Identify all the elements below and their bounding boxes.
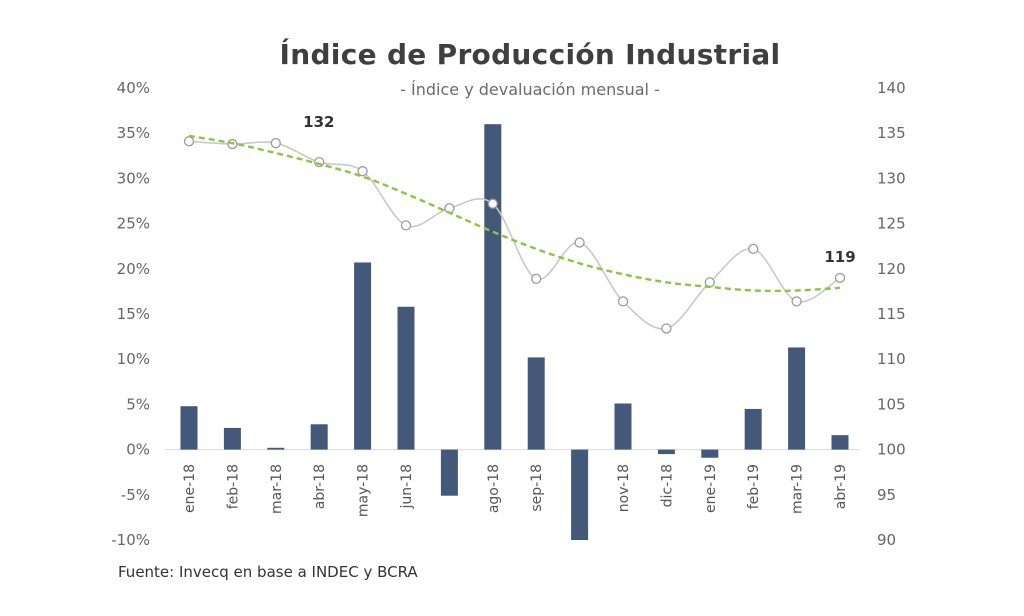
bar-mar-19 <box>788 347 806 450</box>
bar-feb-19 <box>744 408 762 450</box>
index-point-mar-18 <box>270 137 281 149</box>
x-label-abr-19: abr-19 <box>833 464 849 509</box>
bar-ene-19 <box>701 449 719 458</box>
left-tick-label: 20% <box>117 260 150 278</box>
bar-may-18 <box>354 262 372 450</box>
index-point-sep-18 <box>531 273 542 284</box>
index-point-may-18 <box>357 166 368 177</box>
right-tick-label: 140 <box>877 79 906 97</box>
index-point-nov-18 <box>617 296 629 307</box>
x-label-may-18: may-18 <box>356 464 372 517</box>
right-tick-label: 110 <box>877 350 906 368</box>
right-tick-label: 130 <box>877 169 906 187</box>
index-line-series <box>183 136 846 334</box>
left-tick-label: -10% <box>111 531 150 549</box>
right-tick-label: 125 <box>877 215 906 233</box>
index-point-dic-18 <box>661 323 672 334</box>
right-tick-label: 135 <box>877 124 906 142</box>
x-label-sep-18: sep-18 <box>529 464 545 512</box>
left-tick-label: 15% <box>117 305 150 323</box>
x-axis-labels: ene-18 feb-18 mar-18 abr-18 may-18 jun-18 j ago… <box>182 464 849 517</box>
left-tick-label: 40% <box>117 79 150 97</box>
index-point-abr-19 <box>834 272 846 283</box>
left-tick-label: 5% <box>126 395 150 413</box>
bar-abr-18 <box>310 424 328 450</box>
index-point-feb-19 <box>748 243 759 255</box>
x-label-dic-18: dic-18 <box>659 464 675 507</box>
bar-jul-18 <box>440 449 458 496</box>
left-axis-ticks: -10% -5% 0% 5% 10% 15% 20% 25% 30% 35% 40% <box>111 79 150 549</box>
right-tick-label: 100 <box>877 441 906 459</box>
trend-line-path <box>188 134 841 293</box>
x-label-ene-19: ene-19 <box>703 464 719 513</box>
right-tick-label: 115 <box>877 305 906 323</box>
x-label-feb-19: feb-19 <box>746 464 762 509</box>
x-label-abr-18: abr-18 <box>312 464 328 509</box>
right-tick-label: 120 <box>877 260 906 278</box>
bar-abr-19 <box>831 435 849 450</box>
annotation-abr-19: 119 <box>824 248 855 266</box>
left-tick-label: 25% <box>117 215 150 233</box>
bar-ago-18 <box>484 124 502 450</box>
bar-nov-18 <box>614 403 632 450</box>
x-label-jun-18: jun-18 <box>399 464 415 510</box>
bar-sep-18 <box>527 357 545 450</box>
index-point-mar-19 <box>791 296 802 307</box>
bar-mar-18 <box>267 447 285 450</box>
data-annotations: 132 119 <box>303 113 856 266</box>
x-label-ene-18: ene-18 <box>182 464 198 513</box>
index-point-jul-18 <box>444 203 455 214</box>
bar-ene-18 <box>180 406 198 450</box>
index-point-ene-18 <box>183 136 195 147</box>
index-line-path <box>188 140 841 330</box>
left-tick-label: 0% <box>126 441 150 459</box>
x-label-jul-18: j <box>442 464 458 469</box>
chart-source: Fuente: Invecq en base a INDEC y BCRA <box>118 563 418 581</box>
bar-oct-18 <box>571 449 589 540</box>
right-axis-ticks: 90 95 100 105 110 115 120 125 130 135 140 <box>877 79 906 549</box>
x-label-ago-18: ago-18 <box>486 464 502 513</box>
index-point-oct-18 <box>574 237 585 248</box>
index-point-jun-18 <box>400 220 412 231</box>
left-tick-label: 30% <box>117 169 150 187</box>
left-tick-label: -5% <box>121 486 150 504</box>
trend-line-series <box>188 134 841 293</box>
index-point-abr-18 <box>314 156 325 168</box>
left-tick-label: 35% <box>117 124 150 142</box>
annotation-mar-18: 132 <box>303 113 334 131</box>
chart-subtitle: - Índice y devaluación mensual - <box>400 80 660 99</box>
bar-feb-18 <box>223 427 241 450</box>
x-label-mar-18: mar-18 <box>269 464 285 514</box>
right-tick-label: 105 <box>877 395 906 413</box>
x-label-mar-19: mar-19 <box>790 464 806 514</box>
right-tick-label: 95 <box>877 486 896 504</box>
chart-title: Índice de Producción Industrial <box>279 38 781 71</box>
index-point-ago-18 <box>487 198 498 209</box>
bar-jun-18 <box>397 306 415 450</box>
x-label-feb-18: feb-18 <box>225 464 241 509</box>
right-tick-label: 90 <box>877 531 896 549</box>
bar-dic-18 <box>657 449 675 455</box>
left-tick-label: 10% <box>117 350 150 368</box>
x-label-nov-18: nov-18 <box>616 464 632 512</box>
